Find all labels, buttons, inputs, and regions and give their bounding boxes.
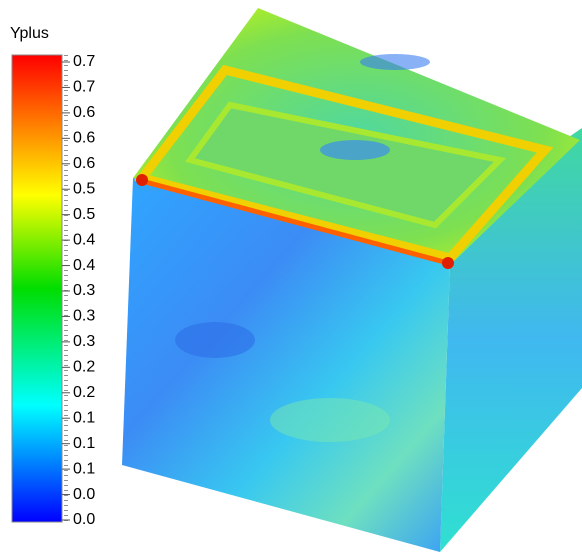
colorbar-minor-ticks [62,55,68,522]
colorbar-label: 0.3 [73,308,95,325]
colorbar-label: 0.4 [73,257,95,274]
colorbar-label: 0.2 [73,384,95,401]
colorbar-label: 0.6 [73,104,95,121]
colorbar-label: 0.6 [73,130,95,147]
colorbar-title: Yplus [10,25,49,42]
colorbar-label: 0.1 [73,435,95,452]
colorbar-label: 0.5 [73,180,95,197]
colorbar-label: 0.3 [73,333,95,350]
colorbar-label: 0.7 [73,79,95,96]
colorbar-label: 0.1 [73,409,95,426]
contour-view: Yplus 0.7 0.7 0.6 0.6 0.6 0.5 0.5 0.4 0.4 0.3 0.3 0… [0,0,582,555]
colorbar-label: 0.0 [73,511,95,528]
colorbar-label: 0.5 [73,206,95,223]
mid-region [270,398,390,442]
colorbar-label: 0.1 [73,460,95,477]
colorbar-label: 0.6 [73,155,95,172]
cube [122,8,582,552]
colorbar-label: 0.7 [73,53,95,70]
colorbar-label: 0.3 [73,282,95,299]
colorbar [12,55,62,522]
top-low-spot [360,54,430,70]
hot-corner [442,257,454,269]
low-region [175,322,255,358]
colorbar-label: 0.4 [73,231,95,248]
hot-corner [136,174,148,186]
colorbar-label: 0.2 [73,359,95,376]
top-low-spot [320,140,390,160]
colorbar-label: 0.0 [73,486,95,503]
